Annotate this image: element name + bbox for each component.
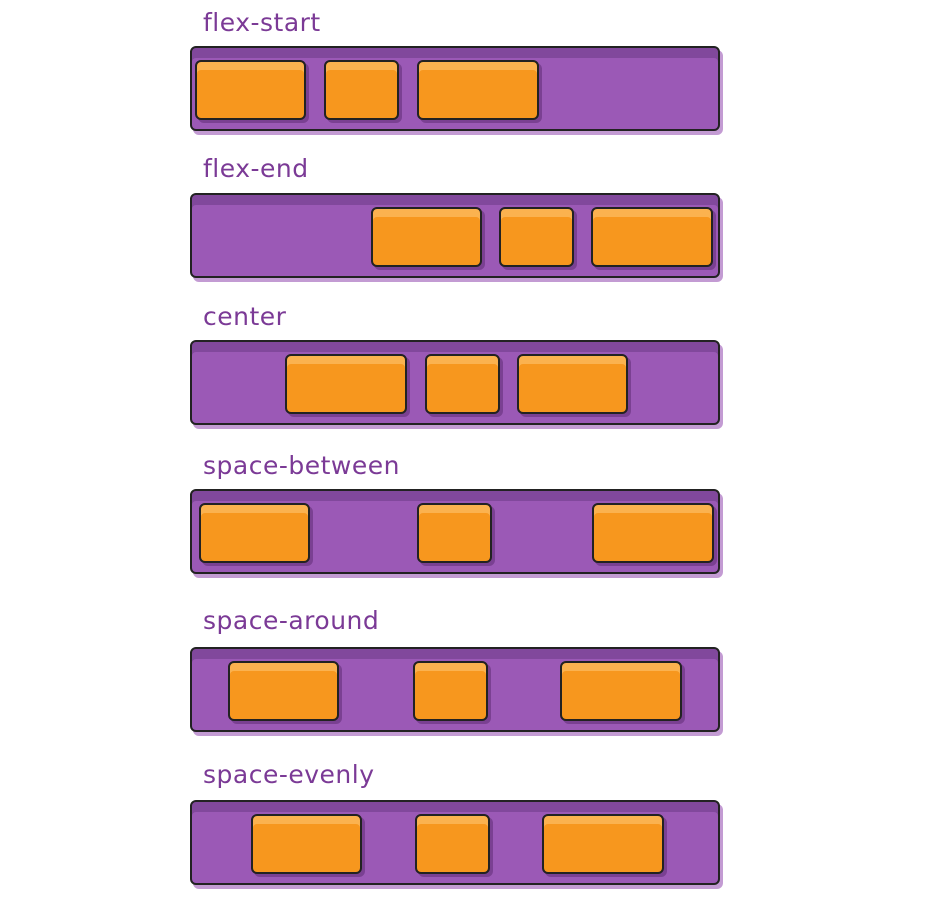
flex-item-1 — [285, 354, 407, 414]
container-space-evenly — [190, 800, 720, 885]
flex-item-3 — [517, 354, 628, 414]
flex-item-2 — [324, 60, 399, 120]
flex-item-1 — [371, 207, 482, 267]
container-center — [190, 340, 720, 425]
flex-item-3 — [560, 661, 682, 721]
label-flex-end: flex-end — [203, 154, 309, 183]
flex-item-2 — [413, 661, 488, 721]
flex-item-2 — [499, 207, 574, 267]
label-space-around: space-around — [203, 606, 380, 635]
flex-item-3 — [542, 814, 664, 874]
container-flex-end — [190, 193, 720, 278]
flex-item-1 — [199, 503, 310, 563]
flex-item-1 — [251, 814, 362, 874]
flex-item-3 — [592, 503, 714, 563]
flex-item-2 — [425, 354, 500, 414]
flex-item-1 — [195, 60, 306, 120]
flex-item-2 — [417, 503, 492, 563]
container-flex-start — [190, 46, 720, 131]
flex-item-3 — [591, 207, 713, 267]
label-flex-start: flex-start — [203, 8, 321, 37]
flex-item-2 — [415, 814, 490, 874]
label-center: center — [203, 302, 287, 331]
flex-item-3 — [417, 60, 539, 120]
container-space-around — [190, 647, 720, 732]
flex-item-1 — [228, 661, 339, 721]
label-space-evenly: space-evenly — [203, 760, 375, 789]
container-space-between — [190, 489, 720, 574]
label-space-between: space-between — [203, 451, 400, 480]
